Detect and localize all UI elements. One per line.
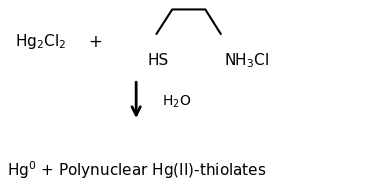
- Text: Hg$^0$ + Polynuclear Hg(II)-thiolates: Hg$^0$ + Polynuclear Hg(II)-thiolates: [7, 159, 267, 181]
- Text: +: +: [89, 33, 103, 51]
- Text: HS: HS: [147, 53, 169, 68]
- Text: NH$_3$Cl: NH$_3$Cl: [224, 51, 270, 70]
- Text: Hg$_2$Cl$_2$: Hg$_2$Cl$_2$: [15, 32, 66, 51]
- Text: H$_2$O: H$_2$O: [162, 94, 191, 110]
